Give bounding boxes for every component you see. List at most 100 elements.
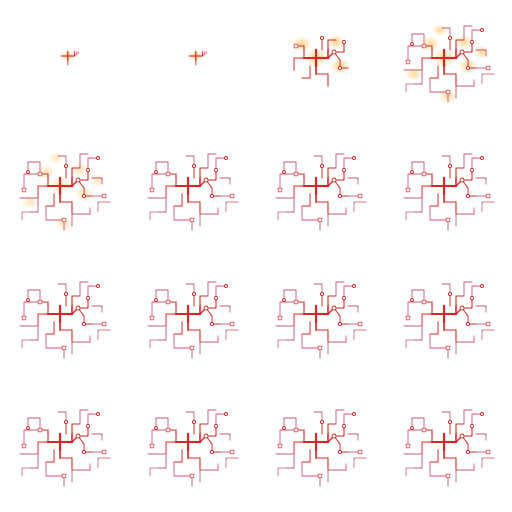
circuit-pad xyxy=(165,171,171,177)
circuit-pad xyxy=(21,443,27,449)
circuit-trace xyxy=(301,333,321,349)
circuit-trace xyxy=(187,449,201,471)
circuit-trace xyxy=(293,57,305,71)
circuit-trace xyxy=(411,417,425,431)
circuit-trace xyxy=(45,205,65,221)
circuit-trace xyxy=(45,449,55,463)
circuit-trace xyxy=(279,301,297,319)
circuit-trace xyxy=(167,301,177,315)
circuit-trace xyxy=(443,449,457,471)
circuit-pad xyxy=(149,187,155,193)
circuit-trace xyxy=(37,313,49,327)
circuit-trace xyxy=(313,283,323,295)
circuit-pad xyxy=(63,291,69,297)
circuit-trace xyxy=(157,453,167,469)
circuit-trace xyxy=(343,157,355,171)
circuit-trace xyxy=(277,467,287,477)
circuit-trace xyxy=(37,441,49,455)
circuit-pad xyxy=(96,284,100,288)
circuit-trace xyxy=(455,167,465,179)
circuit-pad xyxy=(337,193,343,199)
circuit-group xyxy=(275,153,367,231)
circuit-pad xyxy=(337,321,343,327)
circuit-pad xyxy=(337,65,343,71)
circuit-trace xyxy=(205,297,217,309)
circuit-pad xyxy=(85,295,91,301)
circuit-pad xyxy=(447,163,453,169)
circuit-trace xyxy=(207,281,217,297)
circuit-pad xyxy=(191,291,197,297)
circuit-pad xyxy=(293,43,299,49)
circuit-pad xyxy=(203,177,209,183)
circuit-trace xyxy=(27,161,41,175)
circuit-pad xyxy=(85,423,91,429)
circuit-trace xyxy=(165,441,177,455)
circuit-trace xyxy=(39,301,49,315)
circuit-trace xyxy=(441,411,451,423)
circuit-pad xyxy=(224,284,228,288)
circuit-pad xyxy=(485,193,491,199)
circuit-pad xyxy=(224,412,228,416)
circuit-pad xyxy=(480,156,484,160)
circuit-pad xyxy=(154,426,158,430)
circuit-trace xyxy=(471,29,483,43)
circuit-trace xyxy=(277,339,287,349)
circuit-pad xyxy=(63,419,69,425)
circuit-trace xyxy=(187,193,201,215)
circuit-pad xyxy=(410,426,414,430)
circuit-trace xyxy=(219,305,231,313)
circuit-pad xyxy=(421,43,427,49)
circuit-trace xyxy=(79,153,89,169)
circuit-pad xyxy=(341,167,347,173)
circuit-pad xyxy=(21,315,27,321)
circuit-trace xyxy=(429,205,449,221)
circuit-trace xyxy=(71,207,91,215)
circuit-trace xyxy=(293,441,305,455)
circuit-trace xyxy=(313,155,323,167)
circuit-trace xyxy=(461,41,473,53)
circuit-trace xyxy=(79,281,89,297)
circuit-trace xyxy=(283,417,297,431)
circuit-trace xyxy=(157,325,167,341)
circuit-pad xyxy=(405,59,411,65)
circuit-trace xyxy=(283,161,297,175)
circuit-pad xyxy=(75,177,81,183)
circuit-trace xyxy=(167,429,177,443)
circuit-pad xyxy=(445,473,451,479)
circuit-pad xyxy=(209,321,215,327)
circuit-trace xyxy=(199,423,209,435)
circuit-pad xyxy=(410,42,414,46)
circuit-trace xyxy=(327,295,337,307)
circuit-trace xyxy=(301,65,311,79)
circuit-pad xyxy=(75,305,81,311)
circuit-trace xyxy=(455,295,465,307)
circuit-trace xyxy=(475,305,487,313)
circuit-trace xyxy=(411,161,425,175)
circuit-trace xyxy=(79,409,89,425)
circuit-trace xyxy=(315,449,329,471)
circuit-pad xyxy=(445,345,451,351)
circuit-trace xyxy=(205,425,217,437)
glow-spot xyxy=(71,162,89,178)
circuit-trace xyxy=(443,65,457,87)
circuit-pad xyxy=(191,163,197,169)
circuit-trace xyxy=(187,321,201,343)
circuit-group xyxy=(403,281,495,359)
circuit-pad xyxy=(421,299,427,305)
circuit-frame-10 xyxy=(147,281,239,359)
circuit-pad xyxy=(447,291,453,297)
circuit-pad xyxy=(96,412,100,416)
circuit-pad xyxy=(26,298,30,302)
circuit-trace xyxy=(173,321,183,335)
circuit-trace xyxy=(333,425,345,437)
circuit-trace xyxy=(87,285,99,299)
circuit-trace xyxy=(285,197,295,213)
circuit-pad xyxy=(26,426,30,430)
circuit-pad xyxy=(480,284,484,288)
circuit-trace xyxy=(347,177,359,185)
circuit-frame-16 xyxy=(403,409,495,487)
circuit-trace xyxy=(475,49,487,57)
circuit-pad xyxy=(85,167,91,173)
circuit-pad xyxy=(63,163,69,169)
circuit-pad xyxy=(341,423,347,429)
